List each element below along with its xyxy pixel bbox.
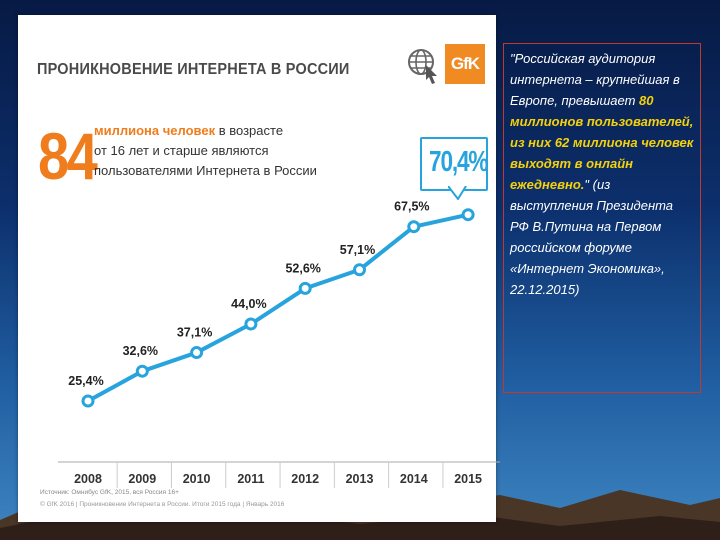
callout-box: 70,4% <box>420 137 489 191</box>
x-tick-label-2013: 2013 <box>346 472 374 486</box>
line-chart: 25,4% 2008 32,6% 2009 37,1% 2010 44,0% 2011 52,6… <box>58 200 500 488</box>
data-label-2013: 57,1% <box>340 243 375 257</box>
subtitle-line-3: пользователями Интернета в России <box>94 163 317 178</box>
data-label-2014: 67,5% <box>394 200 429 214</box>
quote-highlight: 80 миллионов пользователей, из них 62 ми… <box>510 93 694 192</box>
series-line <box>87 212 469 403</box>
data-point-2013 <box>353 263 366 277</box>
data-point-2010 <box>190 346 204 360</box>
gfk-logo: GfK <box>445 44 485 84</box>
data-point-2012 <box>298 281 312 295</box>
x-tick-label-2015: 2015 <box>454 472 482 486</box>
globe-cursor-icon <box>408 49 437 84</box>
subtitle-line-1: миллиона человек в возрасте <box>94 124 283 137</box>
slide-card: ПРОНИКНОВЕНИЕ ИНТЕРНЕТА В РОССИИ GfK 84 … <box>18 15 500 522</box>
subtitle-line-1-rest: в возрасте <box>215 123 284 138</box>
data-point-2008 <box>81 394 95 408</box>
data-label-2008: 25,4% <box>68 374 103 388</box>
x-tick-label-2010: 2010 <box>183 472 211 486</box>
source-note: Источник: Омнибус GfK, 2015, вся Россия … <box>40 489 179 496</box>
copyright-note: © GfK 2016 | Проникновение Интернета в Р… <box>40 501 285 508</box>
x-tick-label-2012: 2012 <box>291 472 319 486</box>
data-point-2015 <box>461 208 475 222</box>
data-point-2014 <box>407 220 421 234</box>
callout-value: 70,4% <box>429 146 488 178</box>
callout-tail <box>448 186 467 200</box>
quote-text-part1: "Российская аудитория интернета – крупне… <box>510 51 680 108</box>
data-label-2009: 32,6% <box>123 344 158 358</box>
quote-text-part3: " (из выступления Президента РФ В.Путина… <box>510 177 674 297</box>
quote-box: "Российская аудитория интернета – крупне… <box>503 43 701 393</box>
data-point-2011 <box>244 317 258 331</box>
data-label-2010: 37,1% <box>177 326 212 340</box>
subtitle-highlight: миллиона человек <box>94 123 216 138</box>
subtitle-line-2: от 16 лет и старше являются <box>94 143 269 158</box>
x-tick-label-2008: 2008 <box>74 472 102 486</box>
chart-title: ПРОНИКНОВЕНИЕ ИНТЕРНЕТА В РОССИИ <box>37 61 350 79</box>
big-number: 84 <box>38 119 98 193</box>
x-tick-label-2009: 2009 <box>128 472 156 486</box>
data-label-2011: 44,0% <box>231 297 266 311</box>
data-point-2009 <box>135 364 149 378</box>
data-label-2012: 52,6% <box>285 261 320 275</box>
x-tick-label-2014: 2014 <box>400 472 428 486</box>
x-tick-label-2011: 2011 <box>237 472 264 486</box>
